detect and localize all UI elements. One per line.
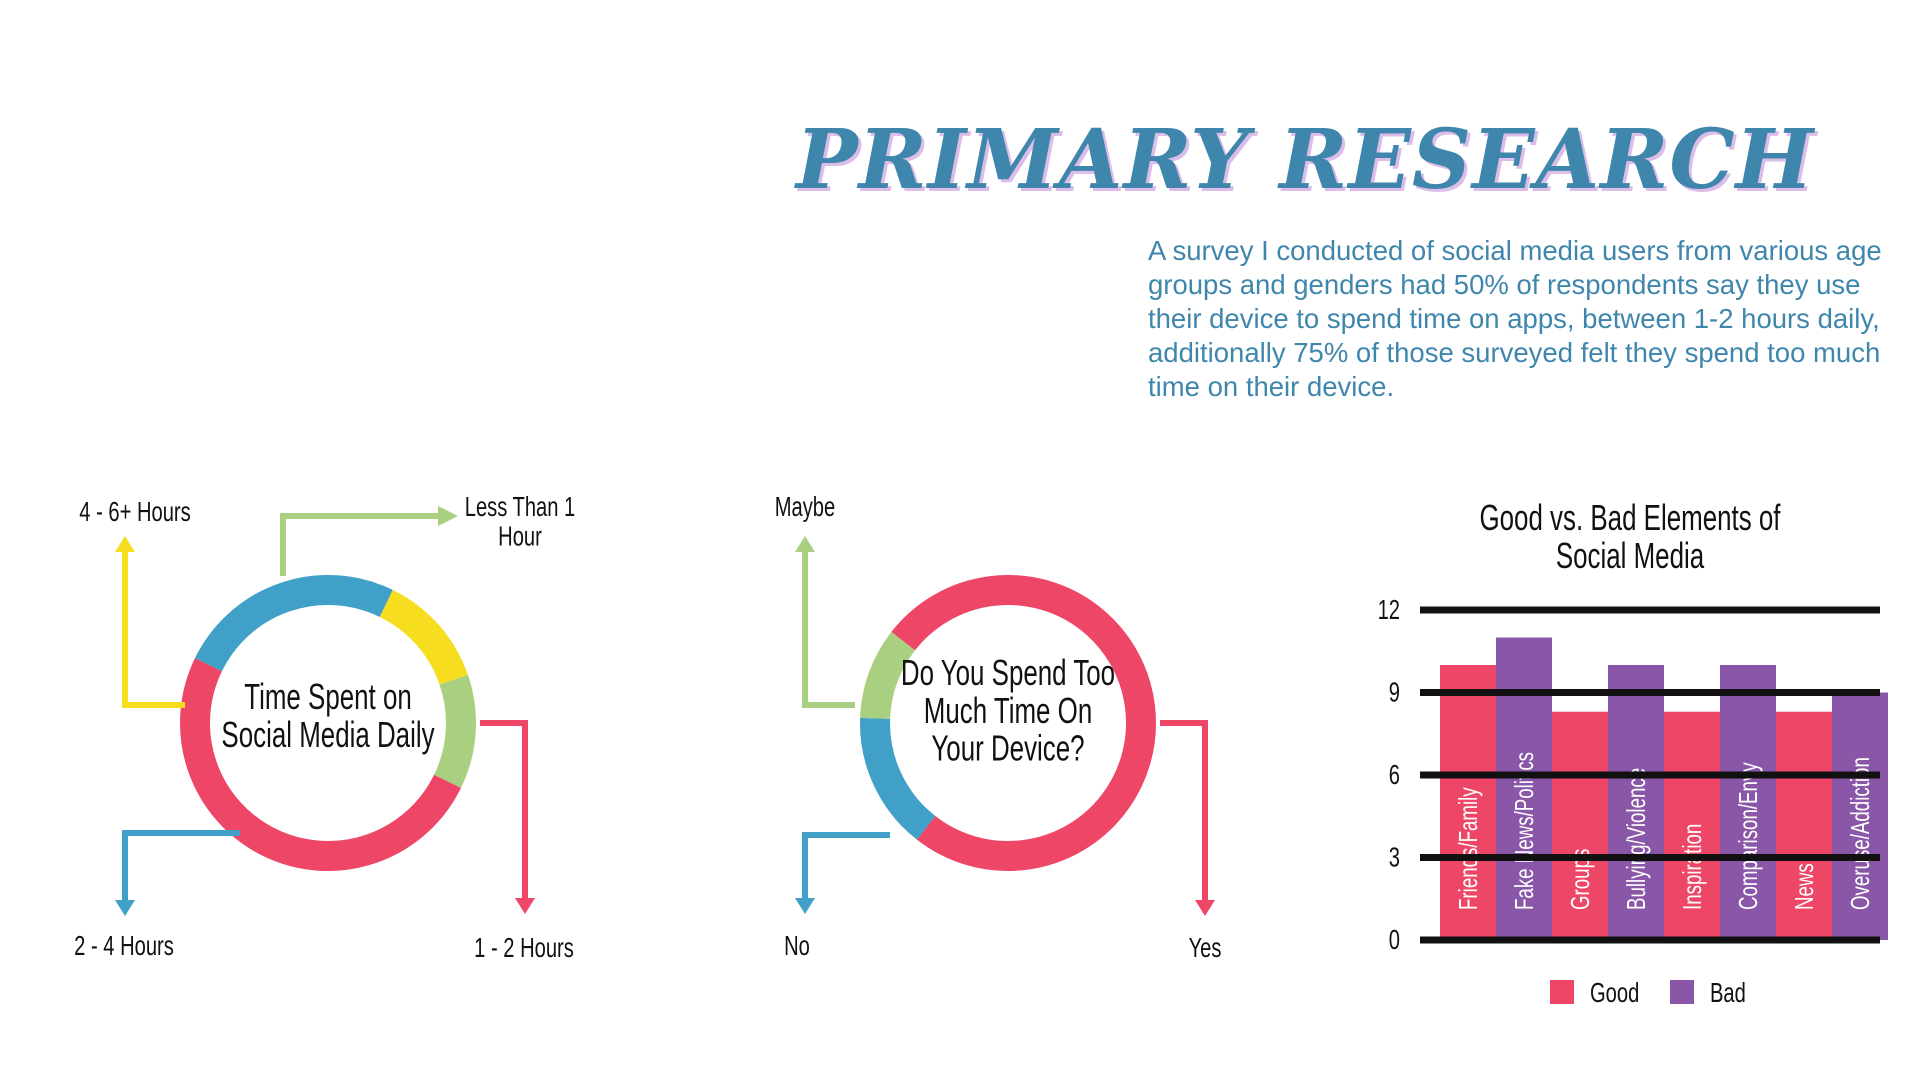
bar-label-bullying-violence: Bullying/Violence: [1621, 768, 1651, 910]
bar-friends-family: [1440, 665, 1496, 940]
y-tick-label-9: 9: [1389, 677, 1400, 708]
legend-swatch-bad: [1670, 980, 1694, 1004]
too-much-time-donut-chart: Do You Spend Too Much Time On Your Device?…: [775, 492, 1222, 964]
bar-chart-title: Good vs. Bad Elements of Social Media: [1479, 498, 1780, 576]
label-2-4-hours: 2 - 4 Hours: [74, 931, 174, 962]
label-maybe: Maybe: [775, 492, 835, 523]
label-yes: Yes: [1189, 933, 1222, 964]
y-tick-label-0: 0: [1389, 925, 1400, 956]
label-less-than-1-hour: Less Than 1 Hour: [465, 492, 575, 552]
connector-line-4-6-hours: [122, 550, 185, 708]
slice-2-4-hours: [194, 575, 393, 672]
bar-inspiration: [1664, 711, 1720, 940]
connector-line-no: [802, 832, 890, 900]
y-tick-label-6: 6: [1389, 760, 1400, 791]
label-no: No: [784, 931, 810, 962]
time-spent-donut-chart: Time Spent on Social Media Daily 1 - 2 Hou…: [74, 492, 575, 964]
donut-center-title: Time Spent on Social Media Daily: [221, 677, 434, 755]
survey-description: A survey I conducted of social media use…: [1148, 235, 1882, 402]
bar-overuse-addiction: [1832, 692, 1888, 940]
slice-maybe: [860, 631, 916, 720]
arrowhead-1-2-hours: [515, 898, 535, 914]
y-tick-label-3: 3: [1389, 842, 1400, 873]
bar-groups: [1552, 711, 1608, 940]
connector-line-1-2-hours: [480, 720, 528, 900]
arrowhead-yes: [1195, 900, 1215, 916]
slice-yes: [891, 575, 1156, 871]
slice-less-than-1-hour: [433, 674, 476, 788]
arrowhead-less-than-1-hour: [438, 506, 458, 526]
connector-line-maybe: [802, 550, 855, 708]
bar-label-inspiration: Inspiration: [1677, 824, 1707, 910]
label-4-6-hours: 4 - 6+ Hours: [79, 497, 190, 528]
bar-label-friends-family: Friends/Family: [1453, 787, 1483, 910]
slice-4-6-hours: [379, 589, 468, 685]
label-1-2-hours: 1 - 2 Hours: [474, 933, 574, 964]
slice-no: [860, 717, 936, 840]
arrowhead-no: [795, 898, 815, 914]
bar-comparison-envy: [1720, 665, 1776, 940]
arrowhead-2-4-hours: [115, 900, 135, 916]
y-tick-label-12: 12: [1378, 595, 1400, 626]
good-vs-bad-bar-chart: Good vs. Bad Elements of Social Media Frie…: [1378, 498, 1888, 1009]
bar-bullying-violence: [1608, 665, 1664, 940]
bar-label-comparison-envy: Comparison/Envy: [1733, 762, 1763, 910]
legend-swatch-good: [1550, 980, 1574, 1004]
slice-1-2-hours: [180, 658, 462, 871]
bar-label-overuse-addiction: Overuse/Addiction: [1845, 757, 1875, 910]
arrowhead-maybe: [795, 536, 815, 552]
bar-label-news: News: [1789, 863, 1819, 910]
arrowhead-4-6-hours: [115, 536, 135, 552]
connector-line-less-than-1-hour: [280, 513, 440, 576]
connector-line-2-4-hours: [122, 830, 240, 905]
bar-news: [1776, 711, 1832, 940]
connector-line-yes: [1160, 720, 1208, 905]
legend-label-good: Good: [1590, 978, 1639, 1009]
bar-fake-news-politics: [1496, 637, 1552, 940]
legend-label-bad: Bad: [1710, 978, 1746, 1009]
donut-center-title: Do You Spend Too Much Time On Your Device?: [901, 653, 1115, 769]
page-title: PRIMARY RESEARCH: [796, 112, 1815, 208]
